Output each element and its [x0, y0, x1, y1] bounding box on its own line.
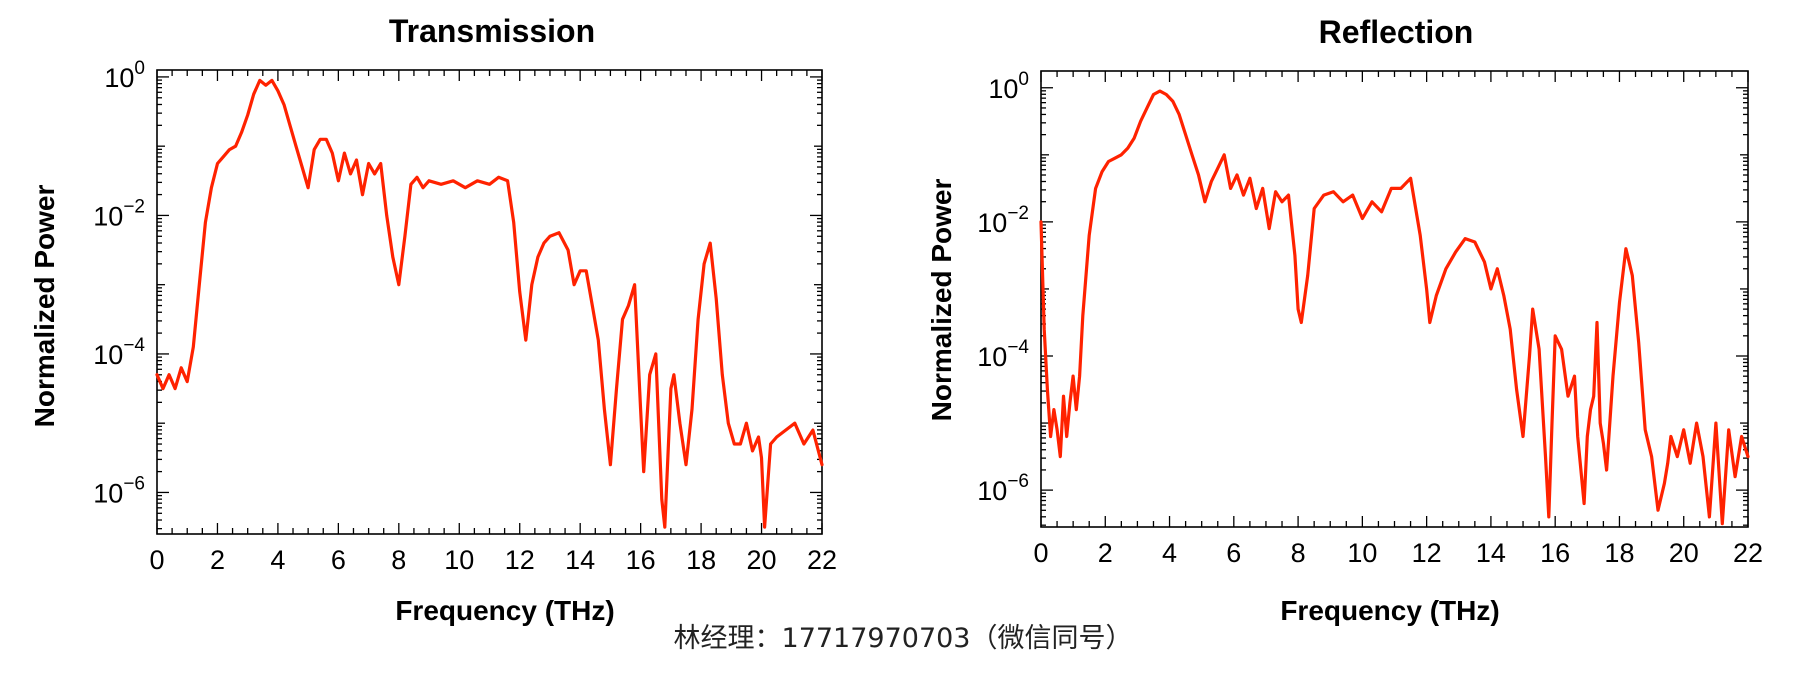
x-tick-label: 16: [1540, 538, 1570, 568]
plot-frame: [1040, 70, 1749, 528]
y-tick-label: 10−2: [93, 196, 145, 231]
y-tick-label: 10−4: [977, 337, 1029, 372]
x-tick-label: 2: [210, 545, 225, 575]
y-tick-label: 100: [104, 58, 145, 93]
reflection-chart: Reflection Frequency (THz) Normalized Po…: [926, 14, 1763, 626]
chart-title: Reflection: [1319, 14, 1474, 50]
y-tick-label: 10−6: [93, 473, 145, 508]
y-tick-label: 10−2: [977, 203, 1029, 238]
x-tick-label: 8: [1291, 538, 1306, 568]
x-tick-label: 20: [747, 545, 777, 575]
x-tick-label: 20: [1669, 538, 1699, 568]
x-tick-label: 2: [1098, 538, 1113, 568]
x-tick-label: 12: [1412, 538, 1442, 568]
x-tick-label: 8: [391, 545, 406, 575]
x-tick-label: 22: [807, 545, 837, 575]
y-axis-label: Normalized Power: [29, 185, 60, 428]
x-axis-label: Frequency (THz): [1280, 595, 1499, 626]
x-tick-label: 14: [565, 545, 595, 575]
x-tick-label: 4: [270, 545, 285, 575]
y-tick-label: 10−6: [977, 471, 1029, 506]
watermark-text: 林经理：17717970703（微信同号）: [674, 623, 1133, 654]
x-tick-label: 10: [1347, 538, 1377, 568]
x-tick-label: 12: [505, 545, 535, 575]
x-tick-label: 18: [686, 545, 716, 575]
x-tick-label: 22: [1733, 538, 1763, 568]
series-line: [155, 78, 824, 529]
x-axis-label: Frequency (THz): [395, 595, 614, 626]
x-tick-label: 10: [444, 545, 474, 575]
plot-frame: [156, 69, 823, 535]
y-tick-label: 100: [988, 69, 1029, 104]
x-tick-label: 18: [1604, 538, 1634, 568]
x-tick-label: 6: [331, 545, 346, 575]
x-tick-label: 6: [1226, 538, 1241, 568]
x-tick-label: 0: [1033, 538, 1048, 568]
x-tick-label: 16: [626, 545, 656, 575]
y-tick-label: 10−4: [93, 335, 145, 370]
transmission-chart: Transmission Frequency (THz) Normalized …: [29, 13, 837, 626]
x-tick-label: 4: [1162, 538, 1177, 568]
x-tick-label: 14: [1476, 538, 1506, 568]
x-tick-label: 0: [149, 545, 164, 575]
series-line: [1039, 89, 1750, 526]
y-axis-label: Normalized Power: [926, 179, 957, 422]
chart-title: Transmission: [389, 13, 595, 49]
